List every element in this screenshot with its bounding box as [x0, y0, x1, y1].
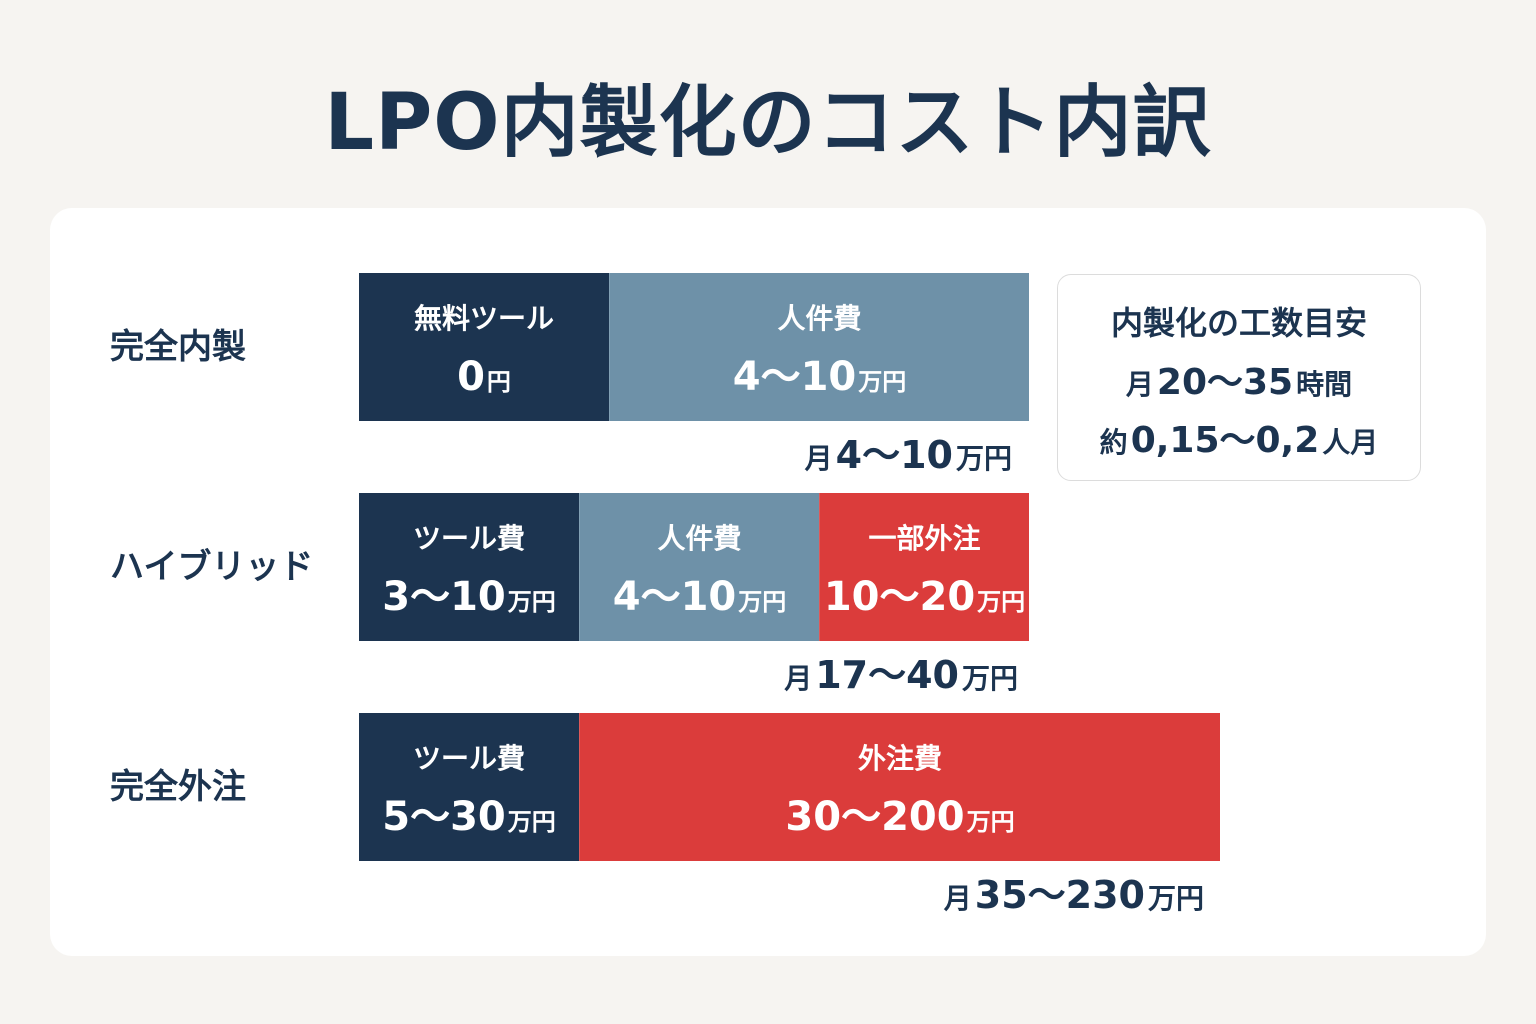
bar-segment: 人件費 4〜10万円: [579, 493, 819, 641]
segment-name: 人件費: [777, 302, 862, 335]
segment-value: 5〜30万円: [359, 793, 579, 846]
bar-segment: 外注費 30〜200万円: [579, 713, 1220, 861]
total-unit: 万円: [961, 662, 1018, 695]
segment-value-number: 30〜200: [785, 794, 965, 840]
segment-value-number: 5〜30: [382, 794, 506, 840]
segment-value: 10〜20万円: [820, 573, 1029, 626]
row-label: 完全内製: [110, 327, 246, 367]
bar-segment: 一部外注 10〜20万円: [819, 493, 1029, 641]
segment-value-number: 3〜10: [382, 574, 506, 620]
bar-segment: 人件費 4〜10万円: [609, 273, 1029, 421]
segment-value: 3〜10万円: [359, 573, 579, 626]
info-title: 内製化の工数目安: [1110, 304, 1367, 342]
bar-segment: 無料ツール 0円: [359, 273, 609, 421]
total-prefix: 月: [804, 442, 833, 475]
segment-value-unit: 万円: [966, 808, 1015, 836]
segment-value: 4〜10万円: [610, 353, 1029, 406]
segment-value-unit: 万円: [738, 588, 787, 616]
info-pm-prefix: 約: [1099, 426, 1128, 459]
total-value: 17〜40: [815, 653, 959, 697]
row-total: 月17〜40 万円: [784, 653, 1018, 705]
bar-segment: ツール費 5〜30万円: [359, 713, 579, 861]
segment-value-number: 4〜10: [612, 574, 737, 620]
segment-value: 30〜200万円: [580, 793, 1220, 846]
segment-name: ツール費: [412, 742, 525, 775]
row-total: 月35〜230 万円: [944, 873, 1204, 925]
segment-name: 人件費: [657, 522, 742, 555]
segment-value-unit: 万円: [858, 368, 907, 396]
total-unit: 万円: [955, 442, 1012, 475]
row-total: 月4〜10 万円: [805, 433, 1012, 485]
row-label: ハイブリッド: [110, 547, 314, 587]
segment-name: 無料ツール: [413, 302, 554, 335]
segment-name: ツール費: [412, 522, 525, 555]
segment-value-unit: 万円: [507, 808, 556, 836]
segment-value-number: 10〜20: [823, 574, 976, 620]
segment-name: 一部外注: [868, 522, 981, 555]
info-person-months: 約0,15〜0,2 人月: [1058, 419, 1420, 465]
segment-value: 4〜10万円: [580, 573, 819, 626]
segment-value-number: 0: [457, 354, 485, 400]
total-prefix: 月: [943, 882, 972, 915]
info-pm-unit: 人月: [1322, 426, 1379, 459]
segment-name: 外注費: [857, 742, 942, 775]
segment-value: 0円: [359, 353, 609, 406]
segment-value-unit: 円: [486, 368, 511, 396]
page-title: LPO内製化のコスト内訳: [324, 78, 1212, 168]
info-hours: 月20〜35 時間: [1058, 361, 1420, 407]
info-hours-unit: 時間: [1296, 368, 1353, 401]
total-value: 35〜230: [974, 873, 1145, 917]
segment-value-unit: 万円: [977, 588, 1026, 616]
segment-value-unit: 万円: [507, 588, 556, 616]
segment-value-number: 4〜10: [732, 354, 857, 400]
total-prefix: 月: [784, 662, 813, 695]
row-label: 完全外注: [110, 767, 246, 807]
total-value: 4〜10: [835, 433, 953, 477]
total-unit: 万円: [1147, 882, 1204, 915]
info-pm-value: 0,15〜0,2: [1130, 420, 1320, 461]
bar-segment: ツール費 3〜10万円: [359, 493, 579, 641]
info-hours-value: 20〜35: [1156, 362, 1294, 403]
workload-info-box: 内製化の工数目安 月20〜35 時間 約0,15〜0,2 人月: [1057, 274, 1421, 481]
info-hours-prefix: 月: [1125, 368, 1154, 401]
